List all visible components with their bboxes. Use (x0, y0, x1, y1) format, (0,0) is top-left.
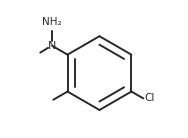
Text: NH₂: NH₂ (42, 17, 62, 27)
Text: Cl: Cl (145, 93, 155, 103)
Text: N: N (48, 41, 56, 51)
